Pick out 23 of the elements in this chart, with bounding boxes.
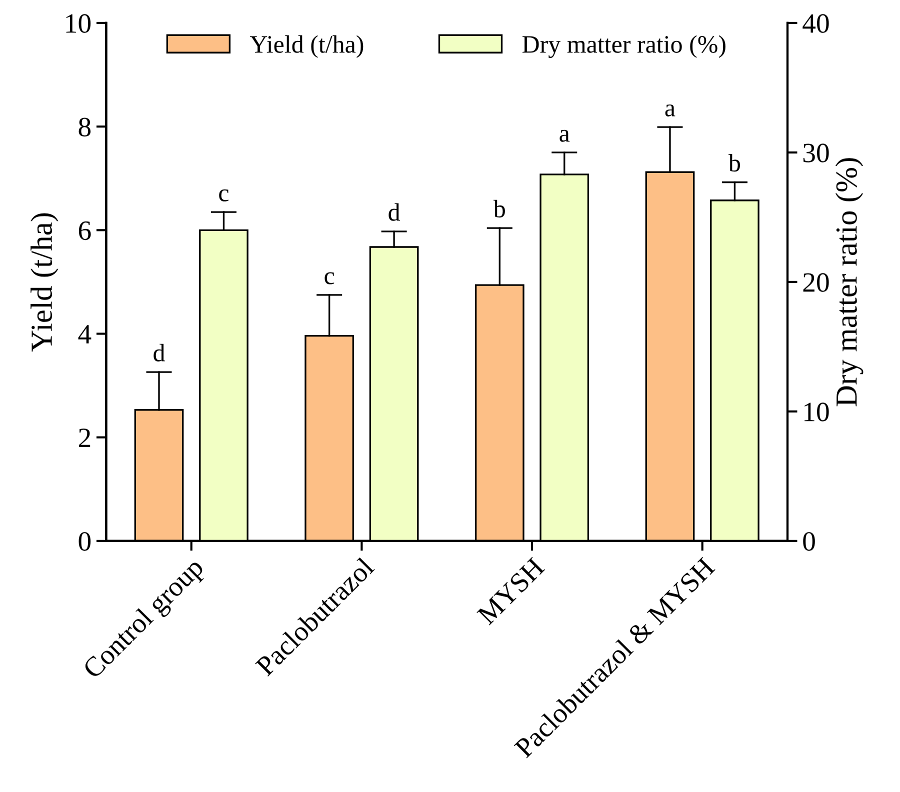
y-tick-label: 8 xyxy=(78,118,91,136)
data-label: a xyxy=(560,130,570,142)
y2-tick-label: 40 xyxy=(802,14,829,33)
legend-label: Yield (t/ha) xyxy=(250,35,364,58)
y-tick-label: 6 xyxy=(78,221,91,240)
data-label: b xyxy=(728,154,740,172)
y2-axis-title: Dry matter ratio (%) xyxy=(835,158,864,406)
data-label: c xyxy=(324,272,334,284)
y2-tick-label: 0 xyxy=(803,532,815,551)
data-label: b xyxy=(493,200,505,218)
data-label: c xyxy=(219,189,229,202)
y2-tick-label: 20 xyxy=(803,273,829,292)
y-tick-label: 2 xyxy=(78,428,90,447)
legend-label: Dry matter ratio (%) xyxy=(522,35,726,58)
data-label: d xyxy=(388,203,400,221)
y-axis-title: Yield (t/ha) xyxy=(30,213,58,352)
y-tick-label: 10 xyxy=(66,14,91,33)
data-label: a xyxy=(665,104,676,116)
y-tick-label: 0 xyxy=(78,532,91,551)
y2-tick-label: 10 xyxy=(804,402,829,422)
y-tick-label: 4 xyxy=(78,325,92,344)
data-label: d xyxy=(154,344,165,362)
y2-tick-label: 30 xyxy=(803,144,829,162)
